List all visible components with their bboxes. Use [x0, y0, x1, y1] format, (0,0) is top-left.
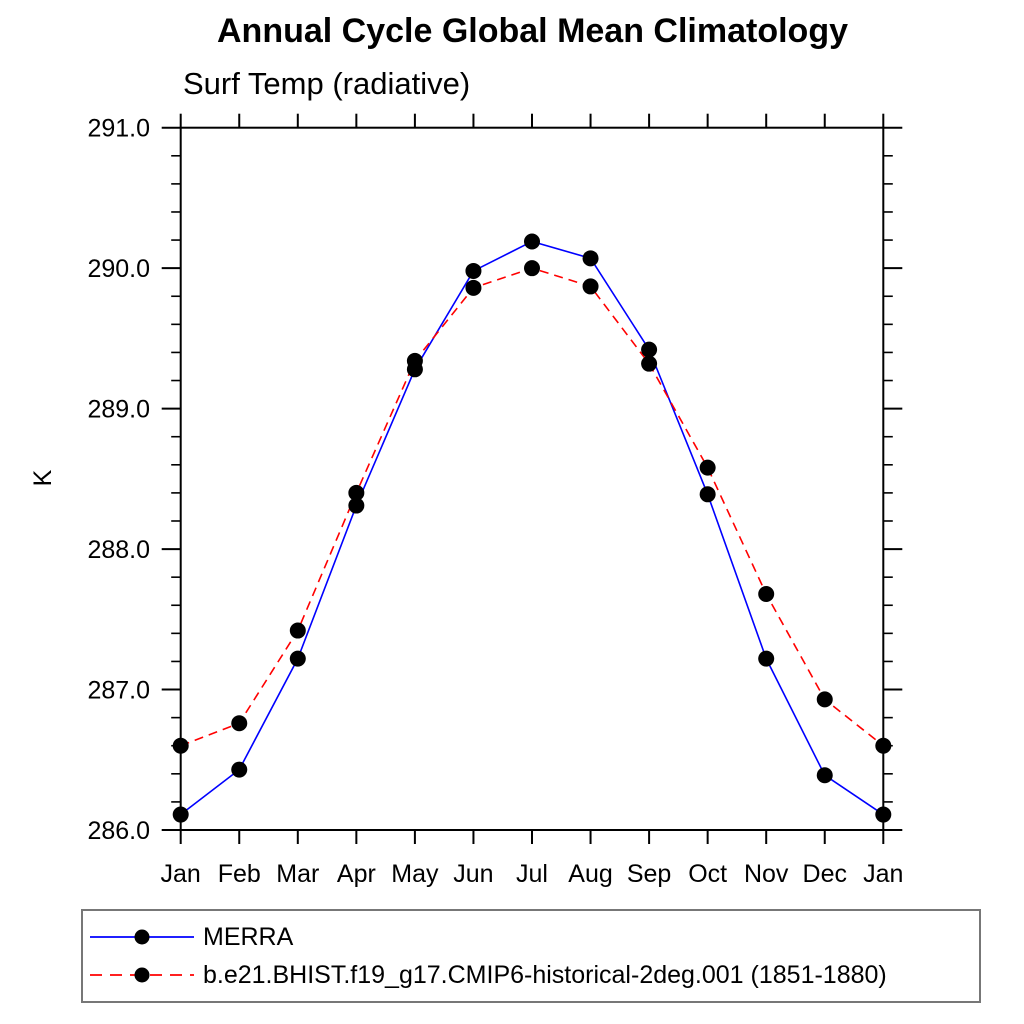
svg-text:Dec: Dec: [803, 860, 847, 888]
legend-item-merra: MERRA: [83, 918, 979, 956]
svg-text:Aug: Aug: [568, 860, 612, 888]
svg-text:Apr: Apr: [337, 860, 376, 888]
svg-text:Mar: Mar: [276, 860, 319, 888]
legend-line-sample-0: [90, 929, 194, 945]
svg-text:Jan: Jan: [863, 860, 903, 888]
legend-label-model: b.e21.BHIST.f19_g17.CMIP6-historical-2de…: [203, 960, 887, 989]
svg-text:Jul: Jul: [516, 860, 548, 888]
svg-text:Sep: Sep: [627, 860, 671, 888]
legend-label-merra: MERRA: [203, 922, 294, 951]
legend-box: MERRA b.e21.BHIST.f19_g17.CMIP6-historic…: [81, 909, 981, 1003]
svg-text:289.0: 289.0: [87, 396, 150, 424]
svg-text:Jan: Jan: [161, 860, 201, 888]
chart-subtitle: Surf Temp (radiative): [183, 66, 471, 101]
svg-text:Nov: Nov: [744, 860, 789, 888]
svg-text:290.0: 290.0: [87, 255, 150, 283]
chart-title: Annual Cycle Global Mean Climatology: [217, 12, 848, 50]
legend-line-sample-1: [90, 967, 194, 983]
svg-text:Oct: Oct: [688, 860, 727, 888]
svg-text:288.0: 288.0: [87, 536, 150, 564]
svg-text:K: K: [29, 469, 57, 486]
svg-text:287.0: 287.0: [87, 677, 150, 705]
svg-text:291.0: 291.0: [87, 115, 150, 143]
svg-text:May: May: [391, 860, 439, 888]
legend-item-model: b.e21.BHIST.f19_g17.CMIP6-historical-2de…: [83, 956, 979, 994]
svg-text:286.0: 286.0: [87, 817, 150, 845]
svg-text:Jun: Jun: [453, 860, 493, 888]
svg-text:Feb: Feb: [218, 860, 261, 888]
